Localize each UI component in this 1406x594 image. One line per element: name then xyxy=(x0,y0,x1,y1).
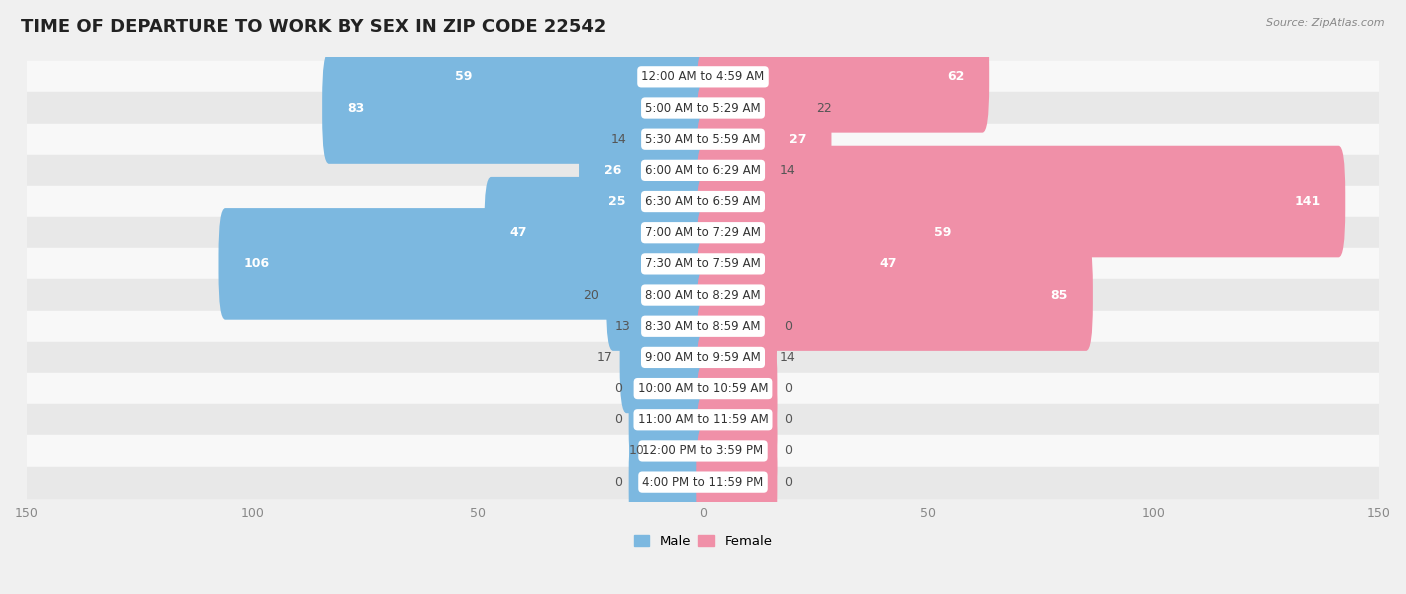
Text: 13: 13 xyxy=(616,320,631,333)
Text: 20: 20 xyxy=(583,289,599,302)
Text: 14: 14 xyxy=(779,164,796,177)
Bar xyxy=(4,61,1402,93)
FancyBboxPatch shape xyxy=(633,83,710,195)
FancyBboxPatch shape xyxy=(485,177,710,289)
Text: 0: 0 xyxy=(785,413,792,426)
FancyBboxPatch shape xyxy=(696,208,921,320)
Text: 59: 59 xyxy=(456,70,472,83)
Text: 0: 0 xyxy=(614,413,621,426)
FancyBboxPatch shape xyxy=(696,302,773,413)
Text: 0: 0 xyxy=(614,476,621,489)
Bar xyxy=(4,186,1402,217)
Text: 10:00 AM to 10:59 AM: 10:00 AM to 10:59 AM xyxy=(638,382,768,395)
FancyBboxPatch shape xyxy=(696,146,1346,257)
Text: 59: 59 xyxy=(934,226,950,239)
Text: 0: 0 xyxy=(785,320,792,333)
FancyBboxPatch shape xyxy=(638,270,710,382)
Text: 0: 0 xyxy=(785,382,792,395)
Bar xyxy=(4,404,1402,435)
FancyBboxPatch shape xyxy=(696,177,976,289)
FancyBboxPatch shape xyxy=(218,208,710,320)
FancyBboxPatch shape xyxy=(606,239,710,351)
Text: 85: 85 xyxy=(1050,289,1069,302)
Text: 83: 83 xyxy=(347,102,364,115)
FancyBboxPatch shape xyxy=(696,21,990,132)
Text: 6:00 AM to 6:29 AM: 6:00 AM to 6:29 AM xyxy=(645,164,761,177)
FancyBboxPatch shape xyxy=(696,426,778,538)
FancyBboxPatch shape xyxy=(696,270,778,382)
FancyBboxPatch shape xyxy=(696,115,773,226)
Text: 0: 0 xyxy=(785,444,792,457)
Bar xyxy=(4,155,1402,186)
Text: 17: 17 xyxy=(598,351,613,364)
Text: Source: ZipAtlas.com: Source: ZipAtlas.com xyxy=(1267,18,1385,28)
Legend: Male, Female: Male, Female xyxy=(628,530,778,554)
Bar xyxy=(4,373,1402,404)
Text: 25: 25 xyxy=(609,195,626,208)
FancyBboxPatch shape xyxy=(696,364,778,476)
Bar xyxy=(4,124,1402,155)
Text: 0: 0 xyxy=(785,476,792,489)
Text: 8:30 AM to 8:59 AM: 8:30 AM to 8:59 AM xyxy=(645,320,761,333)
Text: 0: 0 xyxy=(614,382,621,395)
Text: TIME OF DEPARTURE TO WORK BY SEX IN ZIP CODE 22542: TIME OF DEPARTURE TO WORK BY SEX IN ZIP … xyxy=(21,18,606,36)
Text: 12:00 AM to 4:59 AM: 12:00 AM to 4:59 AM xyxy=(641,70,765,83)
FancyBboxPatch shape xyxy=(696,239,1092,351)
FancyBboxPatch shape xyxy=(579,115,710,226)
Bar xyxy=(4,311,1402,342)
FancyBboxPatch shape xyxy=(696,52,808,164)
FancyBboxPatch shape xyxy=(322,52,710,164)
Bar xyxy=(4,342,1402,373)
Text: 5:30 AM to 5:59 AM: 5:30 AM to 5:59 AM xyxy=(645,132,761,146)
FancyBboxPatch shape xyxy=(651,395,710,507)
FancyBboxPatch shape xyxy=(628,364,710,476)
Text: 11:00 AM to 11:59 AM: 11:00 AM to 11:59 AM xyxy=(638,413,768,426)
FancyBboxPatch shape xyxy=(583,146,710,257)
FancyBboxPatch shape xyxy=(628,333,710,444)
Text: 7:30 AM to 7:59 AM: 7:30 AM to 7:59 AM xyxy=(645,257,761,270)
Text: 5:00 AM to 5:29 AM: 5:00 AM to 5:29 AM xyxy=(645,102,761,115)
Bar xyxy=(4,435,1402,466)
Text: 4:00 PM to 11:59 PM: 4:00 PM to 11:59 PM xyxy=(643,476,763,489)
Text: 10: 10 xyxy=(628,444,644,457)
Text: 106: 106 xyxy=(243,257,270,270)
Text: 9:00 AM to 9:59 AM: 9:00 AM to 9:59 AM xyxy=(645,351,761,364)
FancyBboxPatch shape xyxy=(696,333,778,444)
Text: 14: 14 xyxy=(610,132,627,146)
Text: 8:00 AM to 8:29 AM: 8:00 AM to 8:29 AM xyxy=(645,289,761,302)
Bar xyxy=(4,217,1402,248)
Bar xyxy=(4,280,1402,311)
Bar xyxy=(4,466,1402,498)
Text: 7:00 AM to 7:29 AM: 7:00 AM to 7:29 AM xyxy=(645,226,761,239)
Text: 12:00 PM to 3:59 PM: 12:00 PM to 3:59 PM xyxy=(643,444,763,457)
Text: 6:30 AM to 6:59 AM: 6:30 AM to 6:59 AM xyxy=(645,195,761,208)
Text: 22: 22 xyxy=(815,102,831,115)
Text: 26: 26 xyxy=(603,164,621,177)
Text: 47: 47 xyxy=(509,226,527,239)
Text: 27: 27 xyxy=(789,132,807,146)
Text: 141: 141 xyxy=(1294,195,1320,208)
FancyBboxPatch shape xyxy=(628,426,710,538)
Text: 62: 62 xyxy=(948,70,965,83)
Text: 47: 47 xyxy=(879,257,897,270)
Bar xyxy=(4,248,1402,280)
FancyBboxPatch shape xyxy=(696,83,831,195)
FancyBboxPatch shape xyxy=(620,302,710,413)
FancyBboxPatch shape xyxy=(430,21,710,132)
FancyBboxPatch shape xyxy=(696,395,778,507)
Bar xyxy=(4,93,1402,124)
Text: 14: 14 xyxy=(779,351,796,364)
